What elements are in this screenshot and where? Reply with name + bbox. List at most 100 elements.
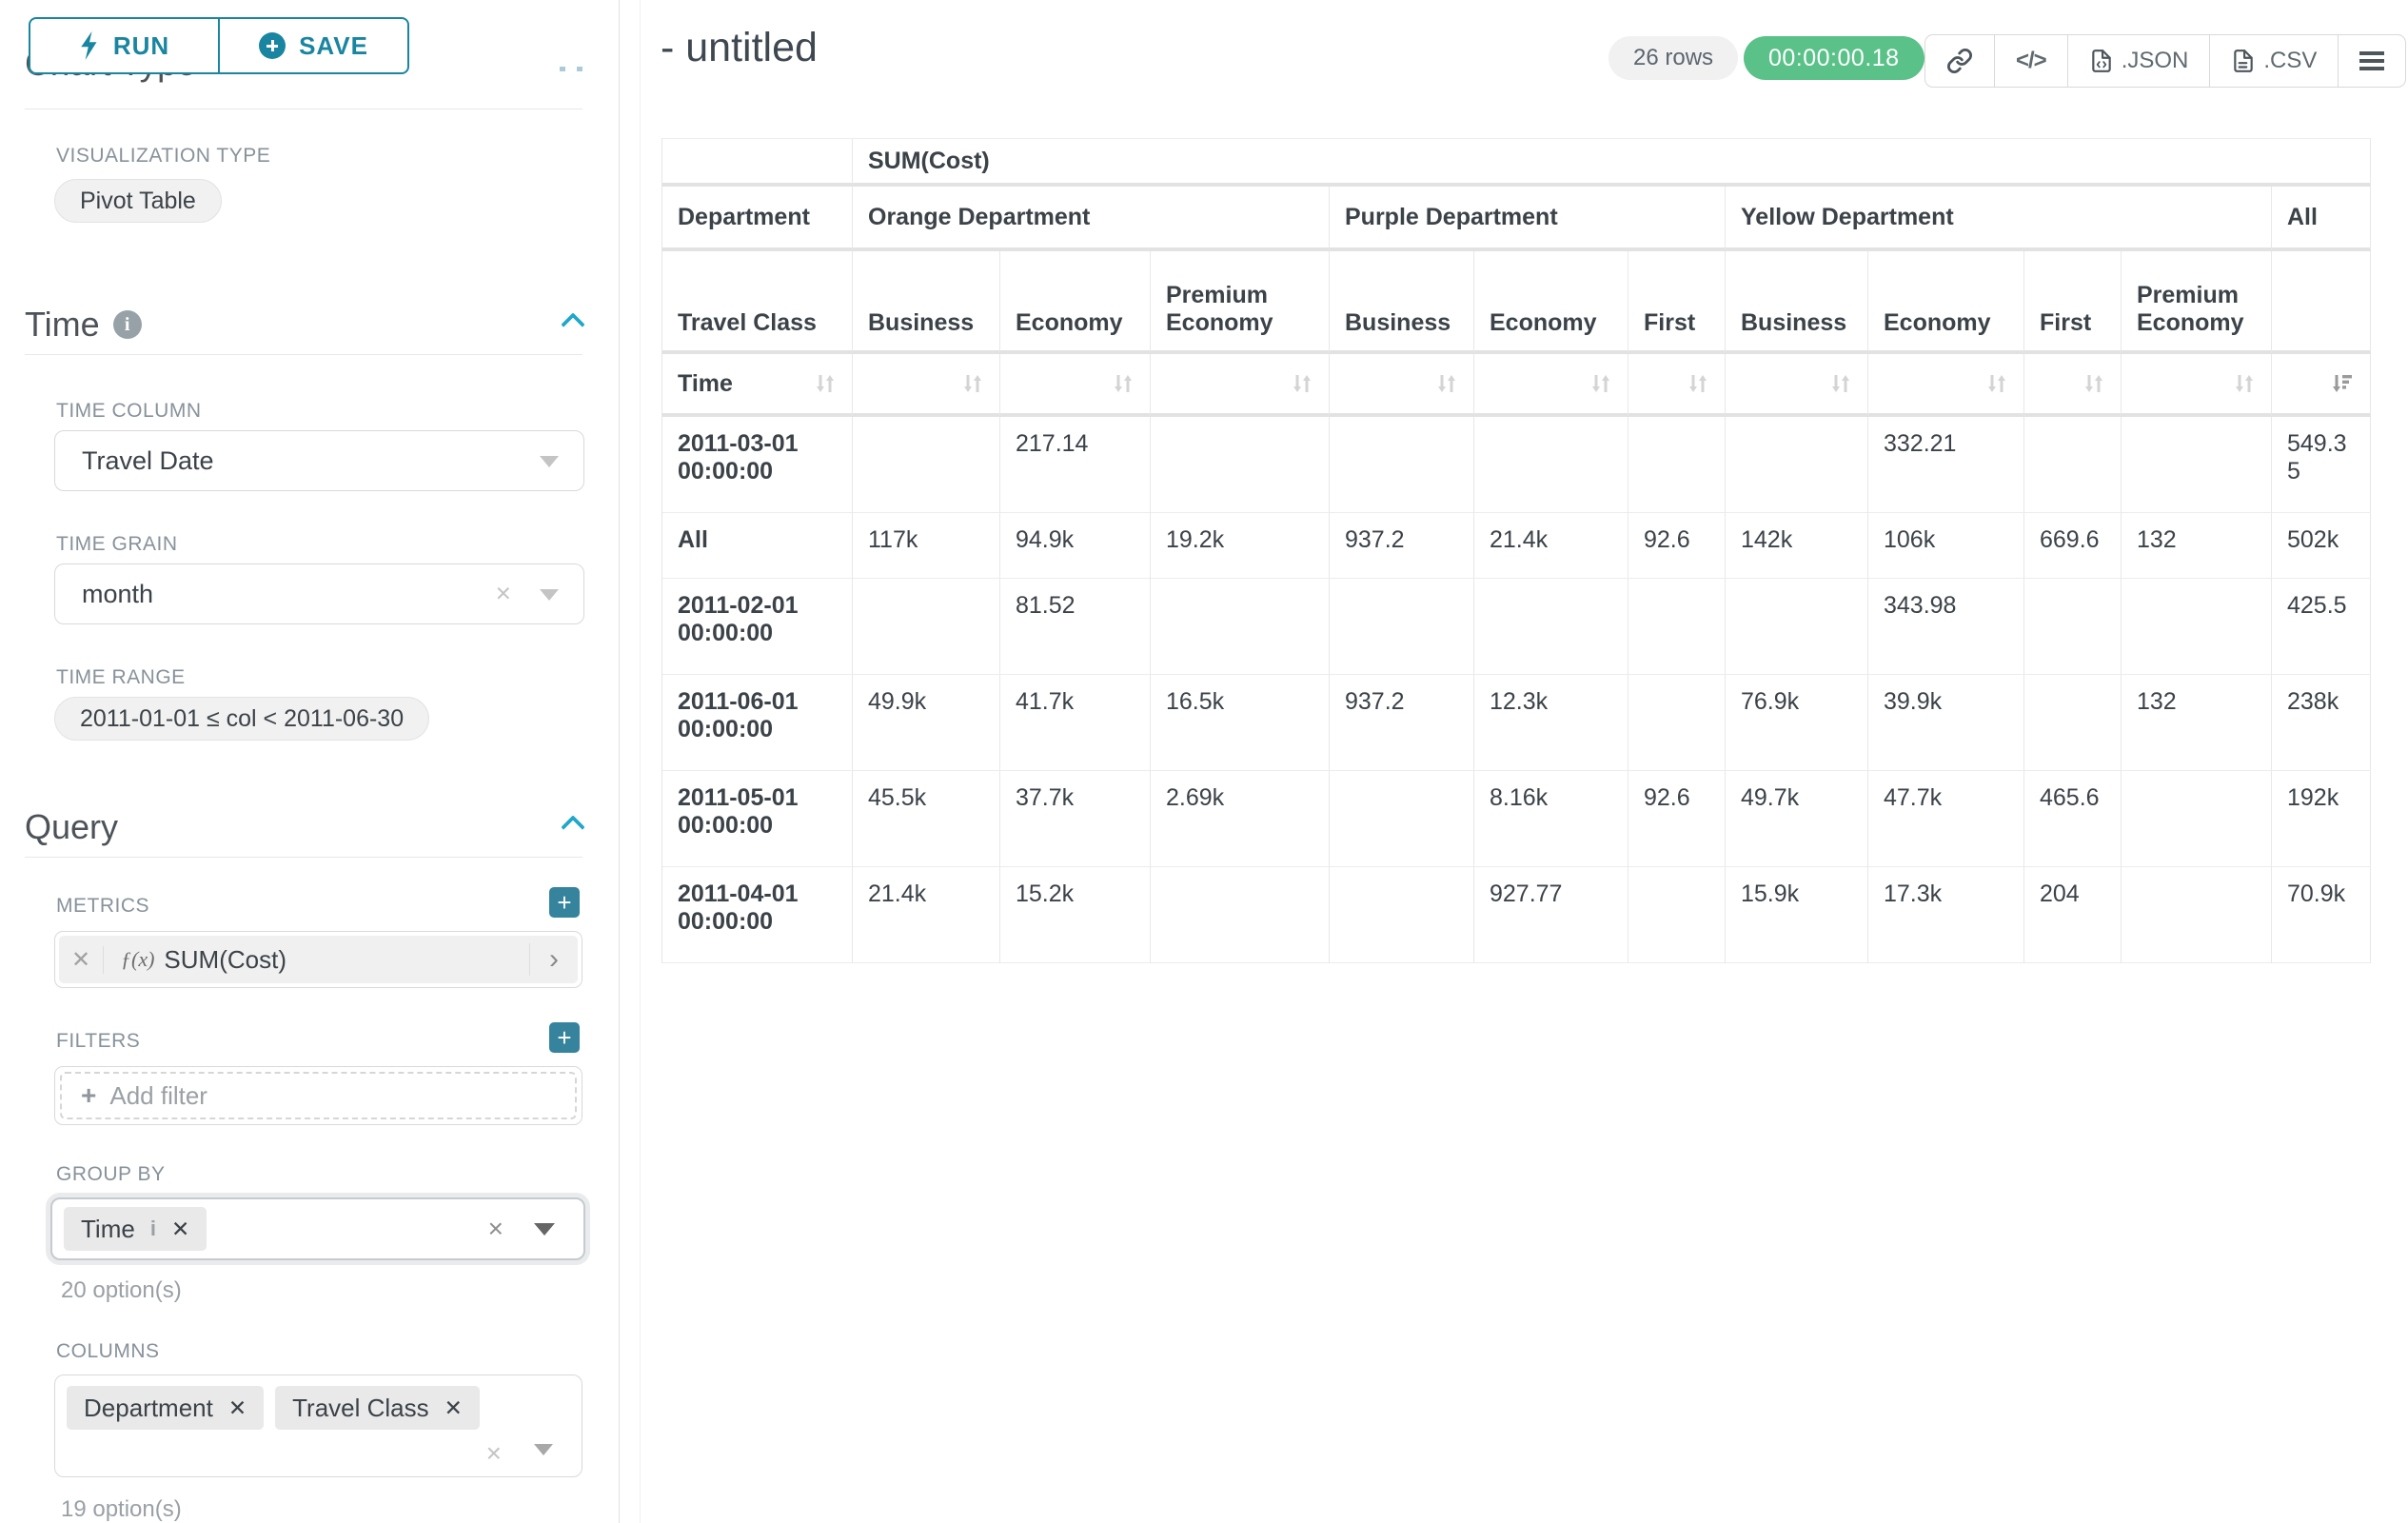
travel-class-header: Premium Economy <box>1151 251 1330 354</box>
run-save-button-group: RUN SAVE <box>29 17 409 74</box>
export-csv-label: .CSV <box>2263 48 2318 73</box>
value-cell: 8.16k <box>1474 771 1628 867</box>
value-cell <box>1330 771 1474 867</box>
value-cell <box>1330 579 1474 675</box>
value-cell: 41.7k <box>1000 675 1151 771</box>
sort-icon[interactable] <box>814 372 837 395</box>
query-section-header: Query <box>25 807 118 847</box>
filters-label: FILTERS <box>56 1030 141 1052</box>
value-cell <box>1628 675 1726 771</box>
column-sort-header[interactable] <box>1151 354 1330 417</box>
section-divider <box>25 857 582 858</box>
clear-icon[interactable]: × <box>485 1438 502 1468</box>
file-code-icon <box>2091 49 2111 72</box>
column-sort-header[interactable] <box>1868 354 2024 417</box>
group-by-select[interactable]: Time i ✕ × <box>50 1197 585 1260</box>
value-cell <box>1726 579 1868 675</box>
clear-icon[interactable]: × <box>495 578 511 608</box>
department-group-header: Orange Department <box>853 187 1330 251</box>
value-cell: 19.2k <box>1151 513 1330 579</box>
more-menu-button[interactable] <box>2339 35 2405 87</box>
column-sort-header[interactable] <box>2272 354 2372 417</box>
expand-metric-chevron-icon[interactable]: › <box>529 943 578 976</box>
viz-type-pill[interactable]: Pivot Table <box>54 179 222 223</box>
time-grain-select[interactable]: month × <box>54 564 584 624</box>
group-by-chip[interactable]: Time i ✕ <box>64 1207 207 1251</box>
sort-icon[interactable] <box>2082 372 2105 395</box>
remove-chip-icon[interactable]: ✕ <box>444 1394 463 1420</box>
metric-chip[interactable]: ✕ ƒ(x) SUM(Cost) › <box>59 936 578 983</box>
sort-icon[interactable] <box>2233 372 2256 395</box>
value-cell: 502k <box>2272 513 2372 579</box>
table-row: 2011-06-01 00:00:00 49.9k 41.7k 16.5k 937.2 1… <box>662 675 2372 771</box>
column-sort-header[interactable] <box>1628 354 1726 417</box>
column-sort-header[interactable] <box>1474 354 1628 417</box>
remove-chip-icon[interactable]: ✕ <box>170 1216 190 1241</box>
columns-select[interactable]: Department ✕ Travel Class ✕ × <box>54 1375 582 1477</box>
sort-icon[interactable] <box>1435 372 1458 395</box>
panel-gutter[interactable] <box>640 0 641 1523</box>
export-json-button[interactable]: .JSON <box>2068 35 2211 87</box>
add-filter-button[interactable]: + <box>549 1022 580 1053</box>
export-csv-button[interactable]: .CSV <box>2210 35 2339 87</box>
code-icon: </> <box>2016 48 2047 73</box>
chart-type-collapse-chevron-clipped[interactable] <box>560 67 582 71</box>
sort-icon[interactable] <box>1985 372 2008 395</box>
time-sort-header[interactable]: Time <box>662 354 853 417</box>
row-count-badge: 26 rows <box>1609 36 1739 80</box>
chevron-up-icon[interactable] <box>563 813 586 836</box>
view-query-button[interactable]: </> <box>1995 35 2068 87</box>
remove-metric-icon[interactable]: ✕ <box>59 945 104 974</box>
add-metric-button[interactable]: + <box>549 887 580 918</box>
value-cell: 70.9k <box>2272 867 2372 963</box>
sort-icon[interactable] <box>1291 372 1313 395</box>
value-cell: 343.98 <box>1868 579 2024 675</box>
table-row: All 117k 94.9k 19.2k 937.2 21.4k 92.6 142k 106k 6… <box>662 513 2372 579</box>
hamburger-menu-icon <box>2359 51 2385 70</box>
columns-chip[interactable]: Travel Class ✕ <box>275 1386 480 1430</box>
sort-icon[interactable] <box>1829 372 1852 395</box>
column-sort-header[interactable] <box>2024 354 2122 417</box>
sort-icon[interactable] <box>1589 372 1612 395</box>
add-filter-placeholder: Add filter <box>109 1080 207 1110</box>
chart-title[interactable]: - untitled <box>661 25 818 70</box>
row-header-cell: 2011-06-01 00:00:00 <box>662 675 853 771</box>
column-sort-header[interactable] <box>853 354 1000 417</box>
section-divider <box>25 354 582 355</box>
pivot-table: SUM(Cost) Department Orange Department Purp… <box>661 138 2372 963</box>
fx-icon: ƒ(x) <box>121 947 155 971</box>
sort-icon[interactable] <box>961 372 984 395</box>
time-column-select[interactable]: Travel Date <box>54 430 584 491</box>
row-dimension-header: Department <box>662 187 853 251</box>
query-section-title: Query <box>25 807 119 846</box>
value-cell: 117k <box>853 513 1000 579</box>
value-cell: 92.6 <box>1628 771 1726 867</box>
row-header-cell: 2011-02-01 00:00:00 <box>662 579 853 675</box>
value-cell: 204 <box>2024 867 2122 963</box>
table-row: 2011-05-01 00:00:00 45.5k 37.7k 2.69k 8.16k 9… <box>662 771 2372 867</box>
remove-chip-icon[interactable]: ✕ <box>227 1394 247 1420</box>
value-cell: 132 <box>2122 675 2272 771</box>
travel-class-header: Economy <box>1474 251 1628 354</box>
add-filter-dropzone[interactable]: + Add filter <box>60 1072 577 1119</box>
column-sort-header[interactable] <box>1726 354 1868 417</box>
time-range-pill[interactable]: 2011-01-01 ≤ col < 2011-06-30 <box>54 697 430 741</box>
column-sort-header[interactable] <box>2122 354 2272 417</box>
sort-icon[interactable] <box>1112 372 1135 395</box>
sort-descending-active-icon[interactable] <box>2332 372 2355 395</box>
column-sort-header[interactable] <box>1000 354 1151 417</box>
sort-icon[interactable] <box>1687 372 1709 395</box>
travel-class-header: First <box>2024 251 2122 354</box>
value-cell: 238k <box>2272 675 2372 771</box>
run-button[interactable]: RUN <box>29 17 219 74</box>
value-cell: 21.4k <box>853 867 1000 963</box>
chevron-up-icon[interactable] <box>563 310 586 333</box>
columns-chip[interactable]: Department ✕ <box>67 1386 265 1430</box>
col-dimension-header: Travel Class <box>662 251 853 354</box>
value-cell: 49.9k <box>853 675 1000 771</box>
filters-control: + Add filter <box>54 1066 582 1125</box>
share-link-button[interactable] <box>1925 35 1995 87</box>
clear-icon[interactable]: × <box>487 1214 503 1243</box>
save-button[interactable]: SAVE <box>219 17 409 74</box>
column-sort-header[interactable] <box>1330 354 1474 417</box>
